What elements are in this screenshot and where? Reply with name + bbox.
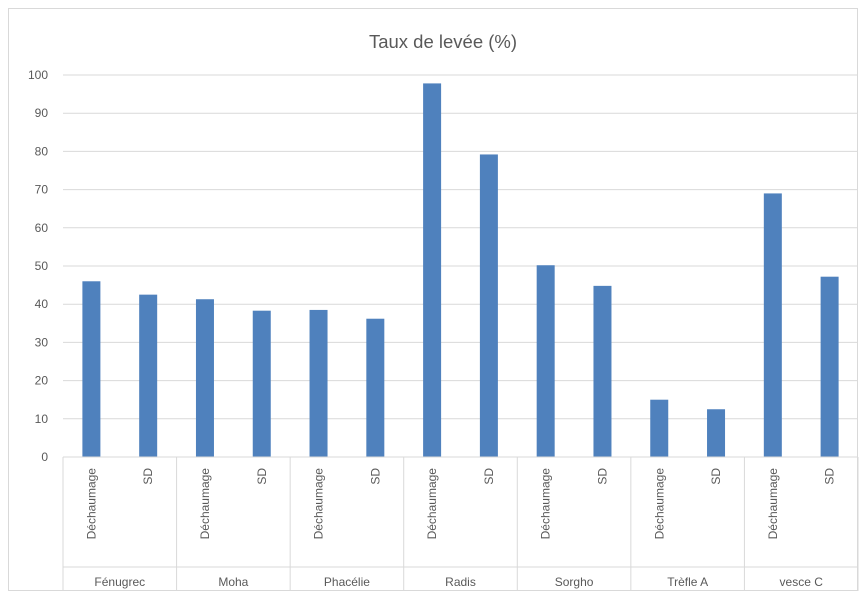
subcategory-label: Déchaumage	[766, 468, 780, 540]
y-tick-label: 60	[35, 221, 49, 235]
y-tick-label: 50	[35, 259, 49, 273]
group-label: Radis	[445, 575, 476, 589]
subcategory-label: Déchaumage	[652, 468, 666, 540]
bar-Radis-SD	[479, 154, 498, 457]
subcategory-label: SD	[255, 468, 269, 485]
bar-Phacélie-SD	[366, 318, 385, 457]
y-tick-label: 70	[35, 183, 49, 197]
bar-Moha-SD	[252, 310, 271, 457]
subcategory-label: Déchaumage	[539, 468, 553, 540]
subcategory-label: Déchaumage	[425, 468, 439, 540]
subcategory-label: Déchaumage	[198, 468, 212, 540]
gridlines	[63, 74, 858, 458]
y-tick-label: 80	[35, 144, 49, 158]
y-tick-label: 30	[35, 335, 49, 349]
group-label: Sorgho	[555, 575, 594, 589]
subcategory-label: SD	[482, 468, 496, 485]
bar-vesce C-SD	[820, 276, 839, 457]
subcategory-label: Déchaumage	[312, 468, 326, 540]
bar-Radis-Déchaumage	[423, 83, 442, 458]
group-label: Moha	[218, 575, 248, 589]
subcategory-label: SD	[709, 468, 723, 485]
bar-Trèfle A-SD	[707, 409, 726, 457]
y-tick-label: 10	[35, 412, 49, 426]
x-axis: Déchaumage SD Fénugrec Déchaumage SD Moha Déch…	[62, 456, 859, 591]
y-axis: 0 10 20 30 40 50 60 70 80 90 100	[28, 68, 48, 464]
group-label: vesce C	[780, 575, 824, 589]
group-label: Fénugrec	[94, 575, 145, 589]
bar-Fénugrec-SD	[139, 294, 158, 457]
bar-Fénugrec-Déchaumage	[82, 281, 101, 457]
y-tick-label: 40	[35, 297, 49, 311]
bar-Moha-Déchaumage	[195, 299, 214, 457]
y-tick-label: 90	[35, 106, 49, 120]
bar-Sorgho-Déchaumage	[536, 265, 555, 457]
subcategory-label: SD	[141, 468, 155, 485]
subcategory-label: SD	[595, 468, 609, 485]
y-tick-label: 100	[28, 68, 48, 82]
bar-Sorgho-SD	[593, 285, 612, 457]
subcategory-label: SD	[368, 468, 382, 485]
subcategory-label: SD	[823, 468, 837, 485]
group-label: Phacélie	[324, 575, 370, 589]
bar-vesce C-Déchaumage	[763, 193, 782, 458]
chart-title: Taux de levée (%)	[369, 31, 517, 52]
bar-Trèfle A-Déchaumage	[650, 399, 669, 457]
group-label: Trèfle A	[667, 575, 708, 589]
y-tick-label: 20	[35, 374, 49, 388]
y-tick-label: 0	[41, 450, 48, 464]
subcategory-label: Déchaumage	[84, 468, 98, 540]
bar-Phacélie-Déchaumage	[309, 309, 328, 457]
bars	[82, 83, 839, 458]
